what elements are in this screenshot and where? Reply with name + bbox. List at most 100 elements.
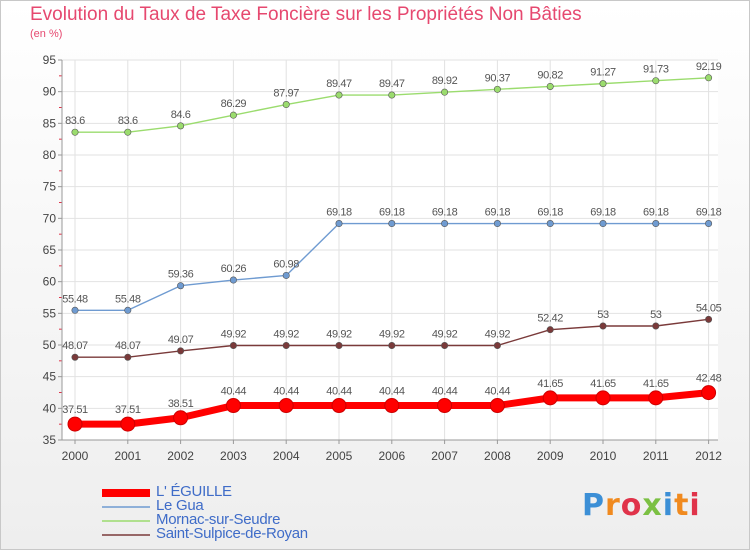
data-label: 49.92 bbox=[432, 329, 458, 341]
data-label: 41.65 bbox=[643, 378, 669, 390]
legend-item-saint-sulpice: Saint-Sulpice-de-Royan bbox=[100, 525, 360, 542]
legend-swatch-mornac bbox=[102, 520, 150, 522]
data-label: 89.47 bbox=[379, 78, 405, 90]
data-point bbox=[493, 85, 501, 93]
logo-letter: t bbox=[674, 488, 690, 523]
chart-subtitle: (en %) bbox=[30, 28, 63, 40]
data-label: 87.97 bbox=[273, 88, 299, 100]
data-label: 69.18 bbox=[326, 207, 352, 219]
data-point bbox=[652, 220, 660, 228]
data-point bbox=[282, 342, 290, 350]
data-label: 60.26 bbox=[221, 263, 247, 275]
data-point bbox=[67, 416, 83, 432]
y-tick-label: 60 bbox=[43, 275, 57, 289]
data-label: 37.51 bbox=[115, 404, 141, 416]
data-label: 59.36 bbox=[168, 269, 194, 281]
data-label: 55.48 bbox=[115, 293, 141, 305]
data-point bbox=[71, 128, 79, 136]
data-label: 69.18 bbox=[485, 207, 511, 219]
data-label: 40.44 bbox=[221, 386, 247, 398]
data-label: 91.27 bbox=[590, 67, 616, 79]
x-tick-label: 2007 bbox=[431, 449, 458, 463]
data-point bbox=[229, 342, 237, 350]
x-tick-label: 2003 bbox=[220, 449, 247, 463]
y-tick-label: 85 bbox=[43, 116, 57, 130]
y-tick-label: 40 bbox=[43, 401, 57, 415]
data-point bbox=[546, 82, 554, 90]
y-tick-label: 90 bbox=[43, 85, 57, 99]
data-point bbox=[648, 390, 664, 406]
data-point bbox=[388, 220, 396, 228]
data-label: 37.51 bbox=[62, 404, 88, 416]
y-tick-label: 45 bbox=[43, 370, 57, 384]
legend-label-mornac: Mornac-sur-Seudre bbox=[156, 511, 281, 528]
x-tick-label: 2005 bbox=[326, 449, 353, 463]
data-point bbox=[493, 342, 501, 350]
data-point bbox=[229, 276, 237, 284]
data-point bbox=[177, 282, 185, 290]
data-point bbox=[705, 315, 713, 323]
legend-swatch-saint-sulpice bbox=[102, 534, 150, 536]
data-point bbox=[388, 91, 396, 99]
data-label: 41.65 bbox=[590, 378, 616, 390]
data-point bbox=[124, 353, 132, 361]
data-label: 49.92 bbox=[326, 329, 352, 341]
data-point bbox=[441, 342, 449, 350]
data-point bbox=[437, 398, 453, 414]
data-label: 92.19 bbox=[696, 61, 722, 73]
data-label: 55.48 bbox=[62, 293, 88, 305]
data-label: 89.92 bbox=[432, 75, 458, 87]
logo-letter: P bbox=[582, 488, 605, 523]
data-label: 69.18 bbox=[696, 207, 722, 219]
data-point bbox=[441, 88, 449, 96]
data-point bbox=[546, 220, 554, 228]
data-label: 69.18 bbox=[432, 207, 458, 219]
data-label: 90.37 bbox=[485, 72, 511, 84]
data-label: 40.44 bbox=[326, 386, 352, 398]
data-point bbox=[282, 101, 290, 109]
data-point bbox=[229, 111, 237, 119]
legend-label-le-gua: Le Gua bbox=[156, 497, 204, 514]
legend-label-leguille: L' ÉGUILLE bbox=[156, 483, 232, 500]
legend-item-le-gua: Le Gua bbox=[100, 497, 360, 514]
data-label: 69.18 bbox=[379, 207, 405, 219]
data-label: 83.6 bbox=[65, 115, 85, 127]
logo-letter: o bbox=[620, 488, 643, 523]
data-label: 91.73 bbox=[643, 64, 669, 76]
logo-letter: i bbox=[689, 488, 701, 523]
data-label: 54.05 bbox=[696, 302, 722, 314]
y-tick-label: 95 bbox=[43, 53, 57, 67]
y-tick-label: 65 bbox=[43, 243, 57, 257]
x-tick-label: 2012 bbox=[695, 449, 722, 463]
legend-label-saint-sulpice: Saint-Sulpice-de-Royan bbox=[156, 525, 308, 542]
x-tick-label: 2011 bbox=[643, 449, 669, 463]
data-point bbox=[177, 122, 185, 130]
data-point bbox=[71, 306, 79, 314]
data-point bbox=[71, 353, 79, 361]
data-label: 53 bbox=[597, 309, 609, 321]
data-point bbox=[278, 398, 294, 414]
data-label: 42.48 bbox=[696, 373, 722, 385]
legend-swatch-le-gua bbox=[102, 506, 150, 508]
logo-letter: x bbox=[642, 488, 663, 523]
data-label: 49.92 bbox=[221, 329, 247, 341]
data-point bbox=[652, 77, 660, 85]
line-chart: 35 40 45 50 55 60 65 70 75 80 85 90 95 2000 2001 2002 20… bbox=[43, 53, 723, 463]
data-label: 40.44 bbox=[485, 386, 511, 398]
data-point bbox=[335, 342, 343, 350]
data-label: 41.65 bbox=[537, 378, 563, 390]
data-point bbox=[489, 398, 505, 414]
logo-letter: r bbox=[605, 488, 621, 523]
data-label: 53 bbox=[650, 309, 662, 321]
data-point bbox=[542, 390, 558, 406]
legend-item-leguille: L' ÉGUILLE bbox=[100, 483, 360, 500]
data-label: 48.07 bbox=[62, 340, 88, 352]
data-label: 40.44 bbox=[379, 386, 405, 398]
data-label: 86.29 bbox=[221, 98, 247, 110]
data-label: 52.42 bbox=[537, 313, 563, 325]
legend-item-mornac: Mornac-sur-Seudre bbox=[100, 511, 360, 528]
proxiti-logo[interactable]: Proxiti bbox=[582, 488, 701, 523]
data-point bbox=[120, 416, 136, 432]
data-label: 49.92 bbox=[379, 329, 405, 341]
legend-swatch-leguille bbox=[102, 489, 150, 497]
